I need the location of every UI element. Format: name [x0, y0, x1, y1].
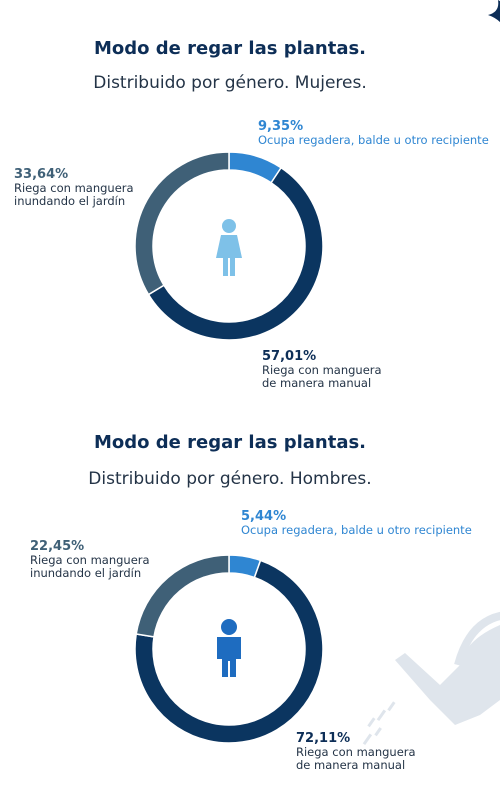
- value-label: 33,64%: [14, 167, 69, 182]
- chart-subtitle: Distribuido por género. Hombres.: [88, 469, 372, 489]
- slice-flooding-hose: [134, 151, 230, 296]
- value-label: 57,01%: [262, 349, 317, 364]
- category-label: Riega con manguera de manera manual: [262, 363, 382, 390]
- slice-label-flooding: 22,45% Riega con manguera inundando el j…: [30, 540, 150, 580]
- value-label: 22,45%: [30, 539, 85, 554]
- slice-label-manual: 57,01% Riega con manguera de manera manu…: [262, 350, 382, 390]
- slice-label-flooding: 33,64% Riega con manguera inundando el j…: [14, 168, 134, 208]
- slice-label-recipient: 9,35% Ocupa regadera, balde u otro recip…: [258, 120, 489, 147]
- man-icon: [217, 619, 241, 677]
- slice-label-manual: 72,11% Riega con manguera de manera manu…: [296, 732, 416, 772]
- watering-can-icon: [362, 611, 500, 746]
- chart-title: Modo de regar las plantas.: [93, 432, 367, 453]
- chart-title: Modo de regar las plantas.: [93, 38, 367, 59]
- chart-subtitle: Distribuido por género. Mujeres.: [93, 73, 367, 93]
- category-label: Ocupa regadera, balde u otro recipiente: [258, 133, 489, 147]
- category-label: Ocupa regadera, balde u otro recipiente: [241, 523, 472, 537]
- value-label: 5,44%: [241, 509, 287, 524]
- donut-chart-women: [134, 151, 324, 341]
- value-label: 9,35%: [258, 119, 304, 134]
- value-label: 72,11%: [296, 731, 351, 746]
- chart-men: Modo de regar las plantas. Distribuido p…: [0, 400, 500, 807]
- category-label: Riega con manguera de manera manual: [296, 745, 416, 772]
- category-label: Riega con manguera inundando el jardín: [30, 553, 150, 580]
- woman-icon: [216, 219, 242, 276]
- slice-manual-hose: [134, 559, 324, 744]
- slice-flooding-hose: [135, 554, 230, 638]
- donut-chart-men: [134, 554, 324, 744]
- category-label: Riega con manguera inundando el jardín: [14, 181, 134, 208]
- slice-label-recipient: 5,44% Ocupa regadera, balde u otro recip…: [241, 510, 472, 537]
- chart-women: Modo de regar las plantas. Distribuido p…: [0, 0, 500, 400]
- slice-recipient: [228, 151, 283, 184]
- logo-icon: [488, 0, 500, 23]
